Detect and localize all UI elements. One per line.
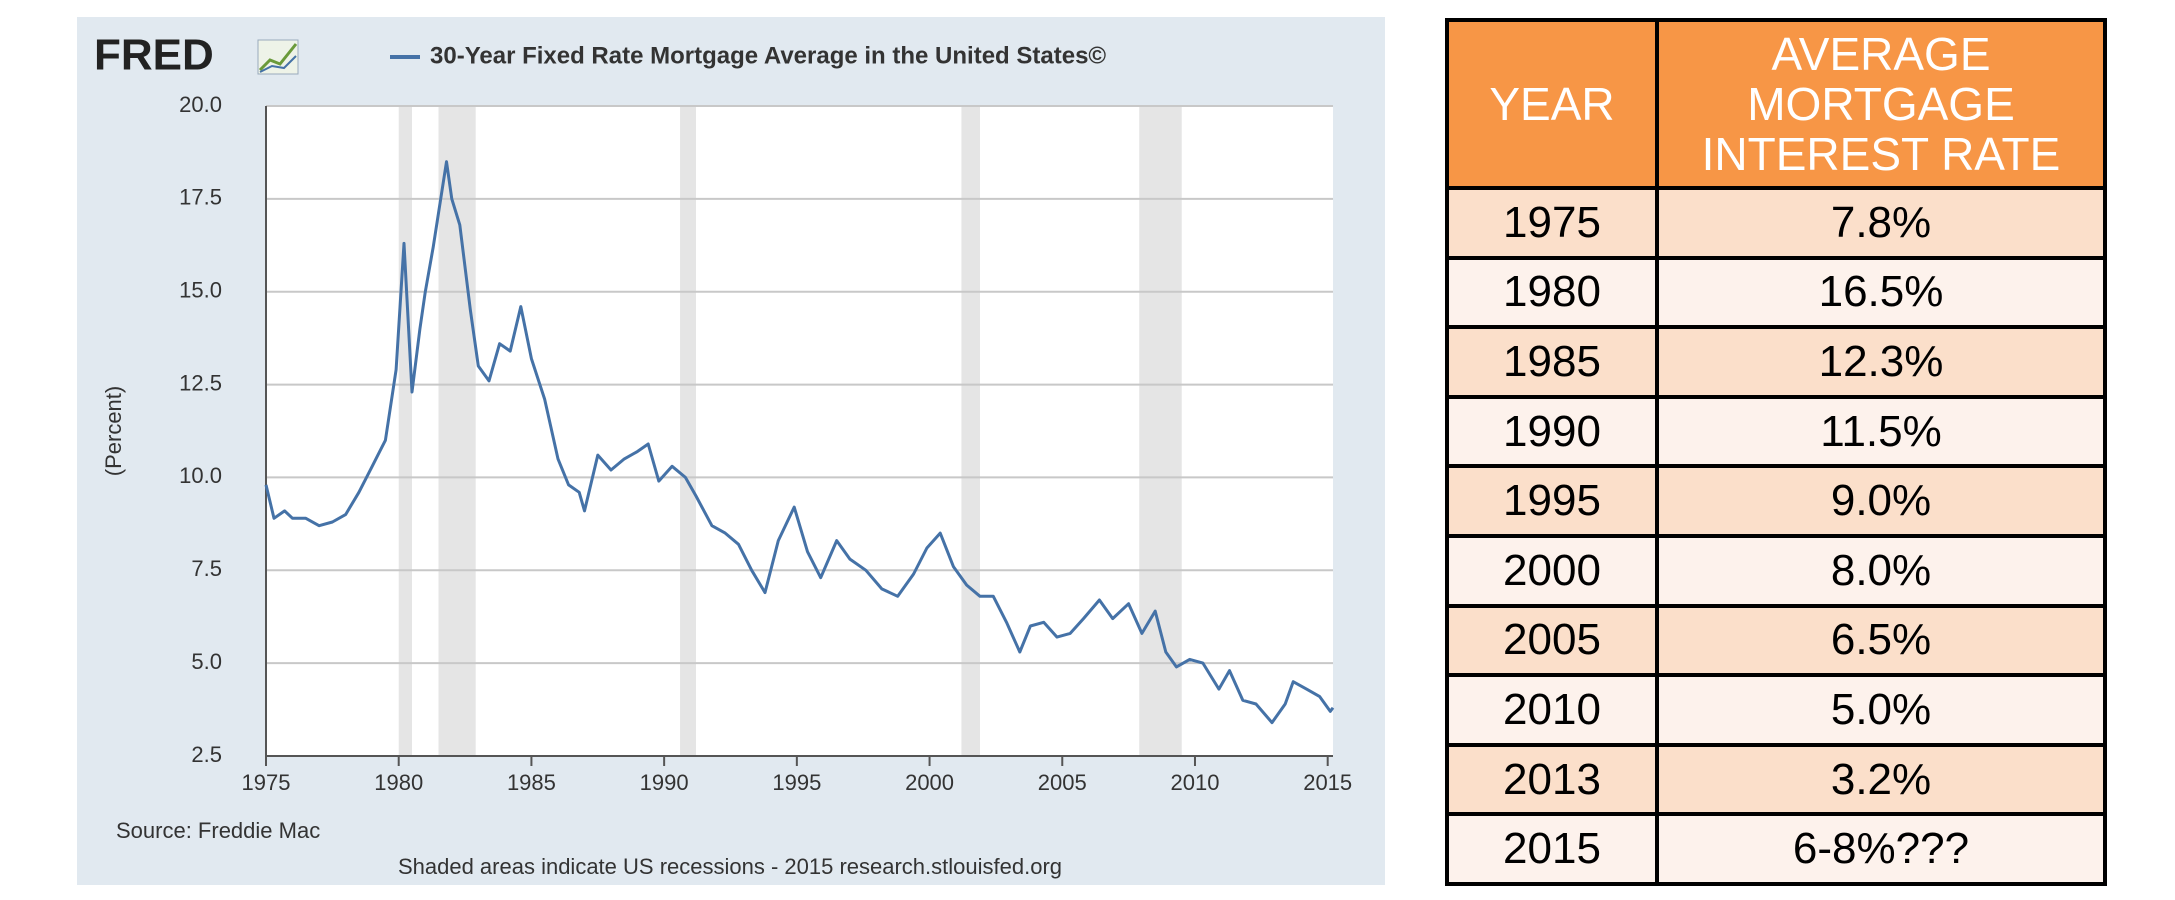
y-tick-label: 7.5 <box>191 556 222 581</box>
logo: FRED <box>94 31 214 80</box>
rate-cell: 7.8% <box>1655 186 2107 260</box>
year-cell: 2005 <box>1445 603 1659 678</box>
table-row: 1975 7.8% <box>1445 186 2107 260</box>
year-cell: 1985 <box>1445 325 1659 399</box>
rate-cell: 6-8%??? <box>1655 812 2107 886</box>
legend-label: 30-Year Fixed Rate Mortgage Average in t… <box>430 42 1106 69</box>
header-cell: YEAR <box>1445 18 1659 190</box>
x-tick-label: 1975 <box>242 770 291 795</box>
x-tick-label: 1985 <box>507 770 556 795</box>
recession-band <box>680 106 696 756</box>
recession-band <box>1139 106 1182 756</box>
header-cell: AVERAGE MORTGAGE INTEREST RATE <box>1655 18 2107 190</box>
year-cell: 2000 <box>1445 533 1659 608</box>
recession-band <box>961 106 980 756</box>
year-cell: 1990 <box>1445 394 1659 469</box>
x-tick-label: 2015 <box>1303 770 1352 795</box>
recession-band <box>398 106 412 756</box>
rate-cell: 9.0% <box>1655 464 2107 538</box>
header-row: YEAR AVERAGE MORTGAGE INTEREST RATE <box>1445 18 2107 190</box>
source: Source: Freddie Mac <box>116 818 320 843</box>
y-tick-label: 5.0 <box>191 649 222 674</box>
table-row: 2015 6-8%??? <box>1445 812 2107 886</box>
y-tick-label: 20.0 <box>179 92 222 117</box>
rate-cell: 16.5% <box>1655 255 2107 330</box>
plot: 2.5 5.0 7.5 10.0 12.5 15.0 17.5 20.0 1975 1980 198… <box>179 92 1352 795</box>
y-tick-label: 15.0 <box>179 278 222 303</box>
y-tick-label: 10.0 <box>179 463 222 488</box>
table-row: 2005 6.5% <box>1445 603 2107 678</box>
year-cell: 1980 <box>1445 255 1659 330</box>
recession-band <box>438 106 476 756</box>
series-line <box>264 160 1335 725</box>
year-cell: 1995 <box>1445 464 1659 538</box>
table-row: 1995 9.0% <box>1445 464 2107 538</box>
table-row: 2010 5.0% <box>1445 673 2107 747</box>
x-tick-label: 1980 <box>374 770 423 795</box>
year-cell: 2015 <box>1445 812 1659 886</box>
y-tick-label: 17.5 <box>179 185 222 210</box>
table-row: 1985 12.3% <box>1445 325 2107 399</box>
y-tick-label: 2.5 <box>191 742 222 767</box>
x-tick-label: 2005 <box>1038 770 1087 795</box>
rate-cell: 5.0% <box>1655 673 2107 747</box>
x-tick-label: 2010 <box>1171 770 1220 795</box>
year-cell: 2013 <box>1445 742 1659 817</box>
x-tick-label: 1990 <box>640 770 689 795</box>
table-row: 1980 16.5% <box>1445 255 2107 330</box>
x-tick-label: 2000 <box>905 770 954 795</box>
table-row: 2000 8.0% <box>1445 533 2107 608</box>
rate-cell: 11.5% <box>1655 394 2107 469</box>
y-tick-label: 12.5 <box>179 370 222 395</box>
chart: FRED 30-Year Fixed Rate Mortgage Average… <box>77 17 1385 885</box>
x-tick-label: 1995 <box>772 770 821 795</box>
rate-cell: 6.5% <box>1655 603 2107 678</box>
y-axis-label: (Percent) <box>101 386 126 476</box>
table-row: 2013 3.2% <box>1445 742 2107 817</box>
logo-icon <box>257 39 299 75</box>
rate-cell: 8.0% <box>1655 533 2107 608</box>
year-cell: 1975 <box>1445 186 1659 260</box>
rate-cell: 12.3% <box>1655 325 2107 399</box>
year-cell: 2010 <box>1445 673 1659 747</box>
rate-table: YEAR AVERAGE MORTGAGE INTEREST RATE 1975… <box>1445 18 2107 886</box>
note: Shaded areas indicate US recessions - 20… <box>398 854 1062 879</box>
table-row: 1990 11.5% <box>1445 394 2107 469</box>
rate-cell: 3.2% <box>1655 742 2107 817</box>
